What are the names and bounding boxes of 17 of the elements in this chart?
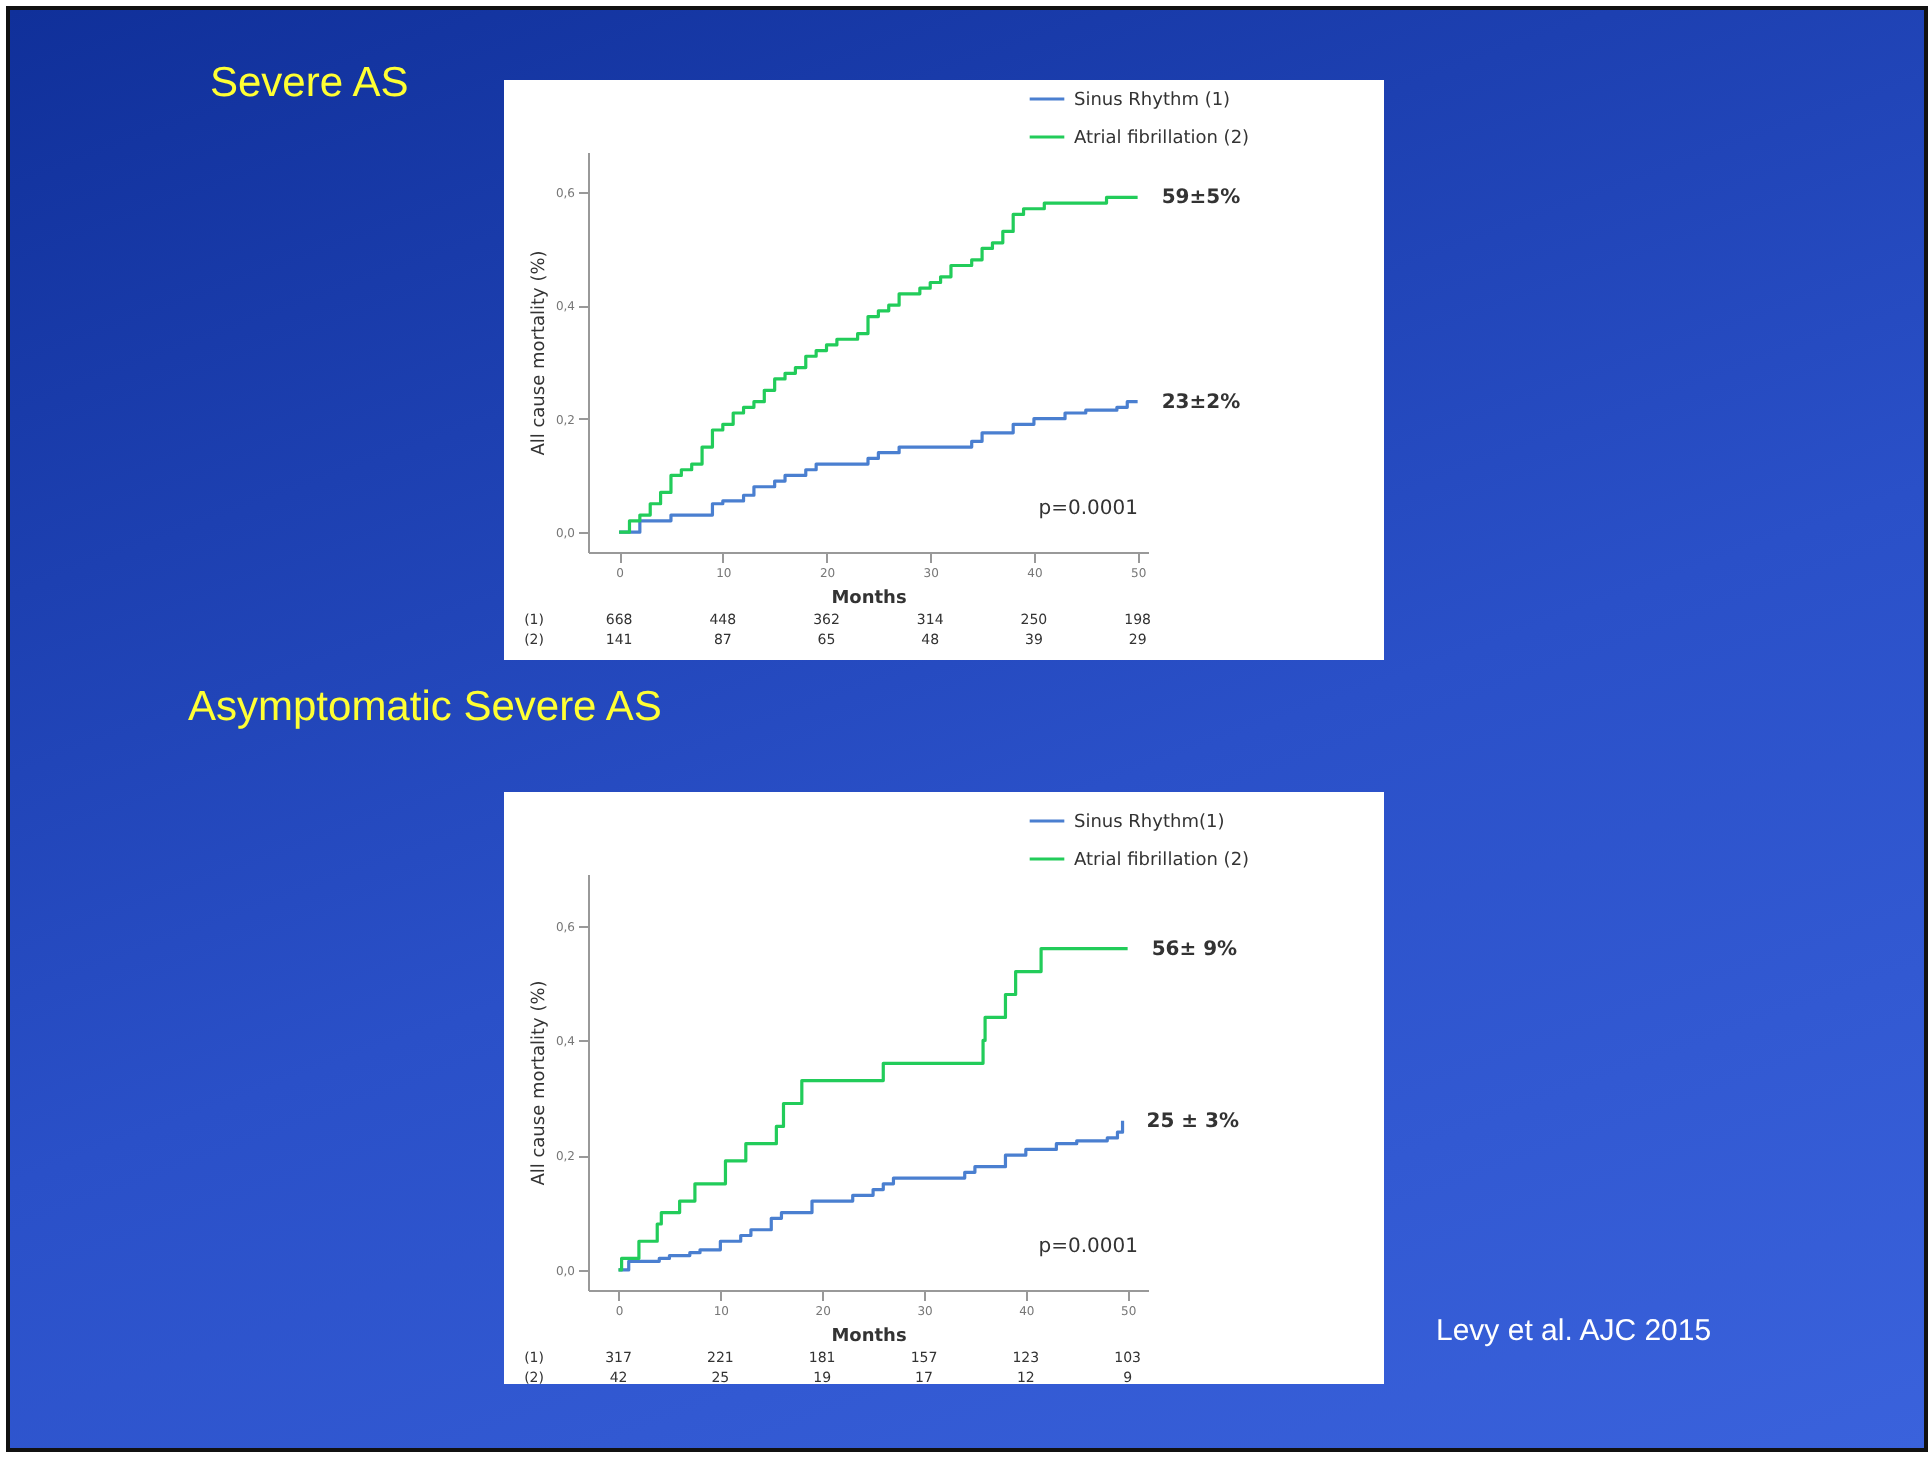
legend-label: Atrial fibrillation (2) [1074,129,1250,149]
annotation: 25 ± 3% [1146,1110,1240,1133]
text: Levy et al. AJC 2015 [1436,1314,1712,1348]
legend-label: Sinus Rhythm (1) [1074,91,1231,111]
text: 59±5% [1161,187,1241,210]
annotation: p=0.0001 [1038,1236,1138,1258]
text: 56± 9% [1151,938,1238,961]
annotation: p=0.0001 [1038,498,1138,520]
x-axis-title: Months [831,1327,907,1347]
chart-title: Asymptomatic Severe AS [188,684,662,732]
x-axis-title: Months [831,589,907,609]
text: 23±2% [1161,391,1241,414]
legend-label: Sinus Rhythm(1) [1074,813,1225,833]
y-axis-title: All cause mortality (%) [529,980,550,1186]
y-axis-title: All cause mortality (%) [529,250,550,456]
chart-title: Severe AS [210,60,409,108]
legend-label: Atrial fibrillation (2) [1074,851,1250,871]
